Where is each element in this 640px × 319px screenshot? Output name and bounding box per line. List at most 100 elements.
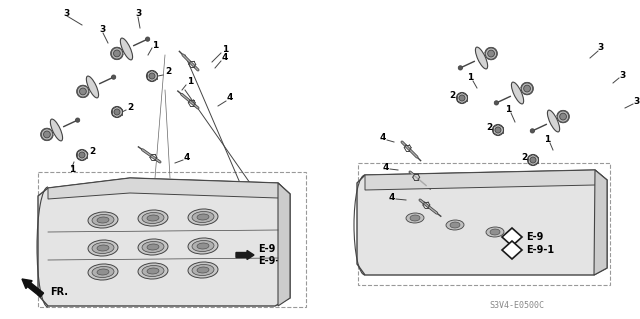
Text: S3V4-E0500C: S3V4-E0500C [490, 300, 545, 309]
Circle shape [149, 73, 155, 79]
Text: 3: 3 [633, 98, 639, 107]
Text: 1: 1 [222, 46, 228, 55]
Ellipse shape [138, 239, 168, 255]
Ellipse shape [197, 267, 209, 273]
Ellipse shape [147, 268, 159, 274]
Ellipse shape [197, 243, 209, 249]
Polygon shape [502, 241, 522, 259]
Ellipse shape [410, 215, 420, 221]
Text: E-9-1: E-9-1 [258, 256, 286, 266]
Text: 2: 2 [165, 68, 171, 77]
Circle shape [521, 83, 533, 94]
Ellipse shape [88, 240, 118, 256]
Text: 1: 1 [505, 106, 511, 115]
Circle shape [111, 48, 123, 59]
Circle shape [145, 37, 150, 41]
Text: 4: 4 [222, 54, 228, 63]
Circle shape [77, 85, 89, 97]
Text: 3: 3 [619, 70, 625, 79]
Ellipse shape [138, 210, 168, 226]
Ellipse shape [192, 211, 214, 223]
Ellipse shape [120, 38, 132, 60]
Circle shape [560, 113, 566, 120]
Circle shape [459, 95, 465, 101]
Circle shape [111, 75, 116, 79]
Ellipse shape [446, 220, 464, 230]
Ellipse shape [142, 241, 164, 253]
Ellipse shape [92, 214, 114, 226]
Text: E-9: E-9 [526, 232, 543, 242]
Circle shape [147, 70, 157, 81]
Ellipse shape [188, 238, 218, 254]
Circle shape [114, 109, 120, 115]
Text: E-9-1: E-9-1 [526, 245, 554, 255]
Polygon shape [38, 178, 290, 306]
Text: 3: 3 [64, 9, 70, 18]
Polygon shape [278, 183, 290, 306]
Text: 1: 1 [544, 136, 550, 145]
Ellipse shape [450, 222, 460, 228]
Text: 3: 3 [135, 10, 141, 19]
Circle shape [458, 66, 463, 70]
Text: 1: 1 [467, 73, 473, 83]
Circle shape [76, 118, 80, 122]
Text: 4: 4 [383, 162, 389, 172]
Text: 4: 4 [227, 93, 233, 102]
Ellipse shape [188, 262, 218, 278]
Ellipse shape [86, 76, 99, 98]
Text: 1: 1 [187, 78, 193, 86]
Text: 4: 4 [380, 132, 386, 142]
Bar [358, 163, 610, 285]
Circle shape [79, 152, 85, 158]
Circle shape [494, 101, 499, 105]
Ellipse shape [88, 212, 118, 228]
Circle shape [495, 127, 501, 133]
Ellipse shape [97, 217, 109, 223]
FancyArrow shape [22, 279, 44, 297]
Polygon shape [594, 170, 607, 275]
Ellipse shape [197, 214, 209, 220]
Circle shape [488, 50, 495, 57]
FancyArrow shape [236, 250, 254, 259]
Circle shape [530, 157, 536, 163]
Ellipse shape [147, 215, 159, 221]
Text: 4: 4 [184, 152, 190, 161]
Ellipse shape [547, 110, 559, 132]
Bar [38, 172, 306, 307]
Text: 3: 3 [100, 26, 106, 34]
Circle shape [524, 85, 531, 92]
Ellipse shape [92, 242, 114, 254]
Text: 2: 2 [486, 123, 492, 132]
Polygon shape [502, 228, 522, 246]
Circle shape [456, 93, 467, 103]
Ellipse shape [88, 264, 118, 280]
Circle shape [77, 150, 88, 160]
Ellipse shape [97, 245, 109, 251]
Circle shape [531, 129, 534, 133]
Polygon shape [357, 170, 607, 275]
Ellipse shape [490, 229, 500, 235]
Text: FR.: FR. [50, 287, 68, 297]
Text: 2: 2 [449, 91, 455, 100]
Circle shape [79, 88, 86, 95]
Circle shape [493, 124, 504, 136]
Text: 1: 1 [69, 166, 75, 174]
Polygon shape [48, 178, 290, 199]
Ellipse shape [192, 241, 214, 251]
Ellipse shape [142, 265, 164, 277]
Circle shape [485, 48, 497, 60]
Circle shape [44, 131, 51, 138]
Text: 2: 2 [521, 152, 527, 161]
Ellipse shape [406, 213, 424, 223]
Circle shape [527, 154, 538, 166]
Circle shape [111, 107, 122, 117]
Ellipse shape [97, 269, 109, 275]
Circle shape [557, 111, 569, 122]
Ellipse shape [51, 119, 63, 141]
Ellipse shape [511, 82, 524, 104]
Text: 2: 2 [89, 147, 95, 157]
Ellipse shape [192, 264, 214, 276]
Text: 1: 1 [152, 41, 158, 49]
Polygon shape [365, 170, 607, 190]
Ellipse shape [476, 47, 488, 69]
